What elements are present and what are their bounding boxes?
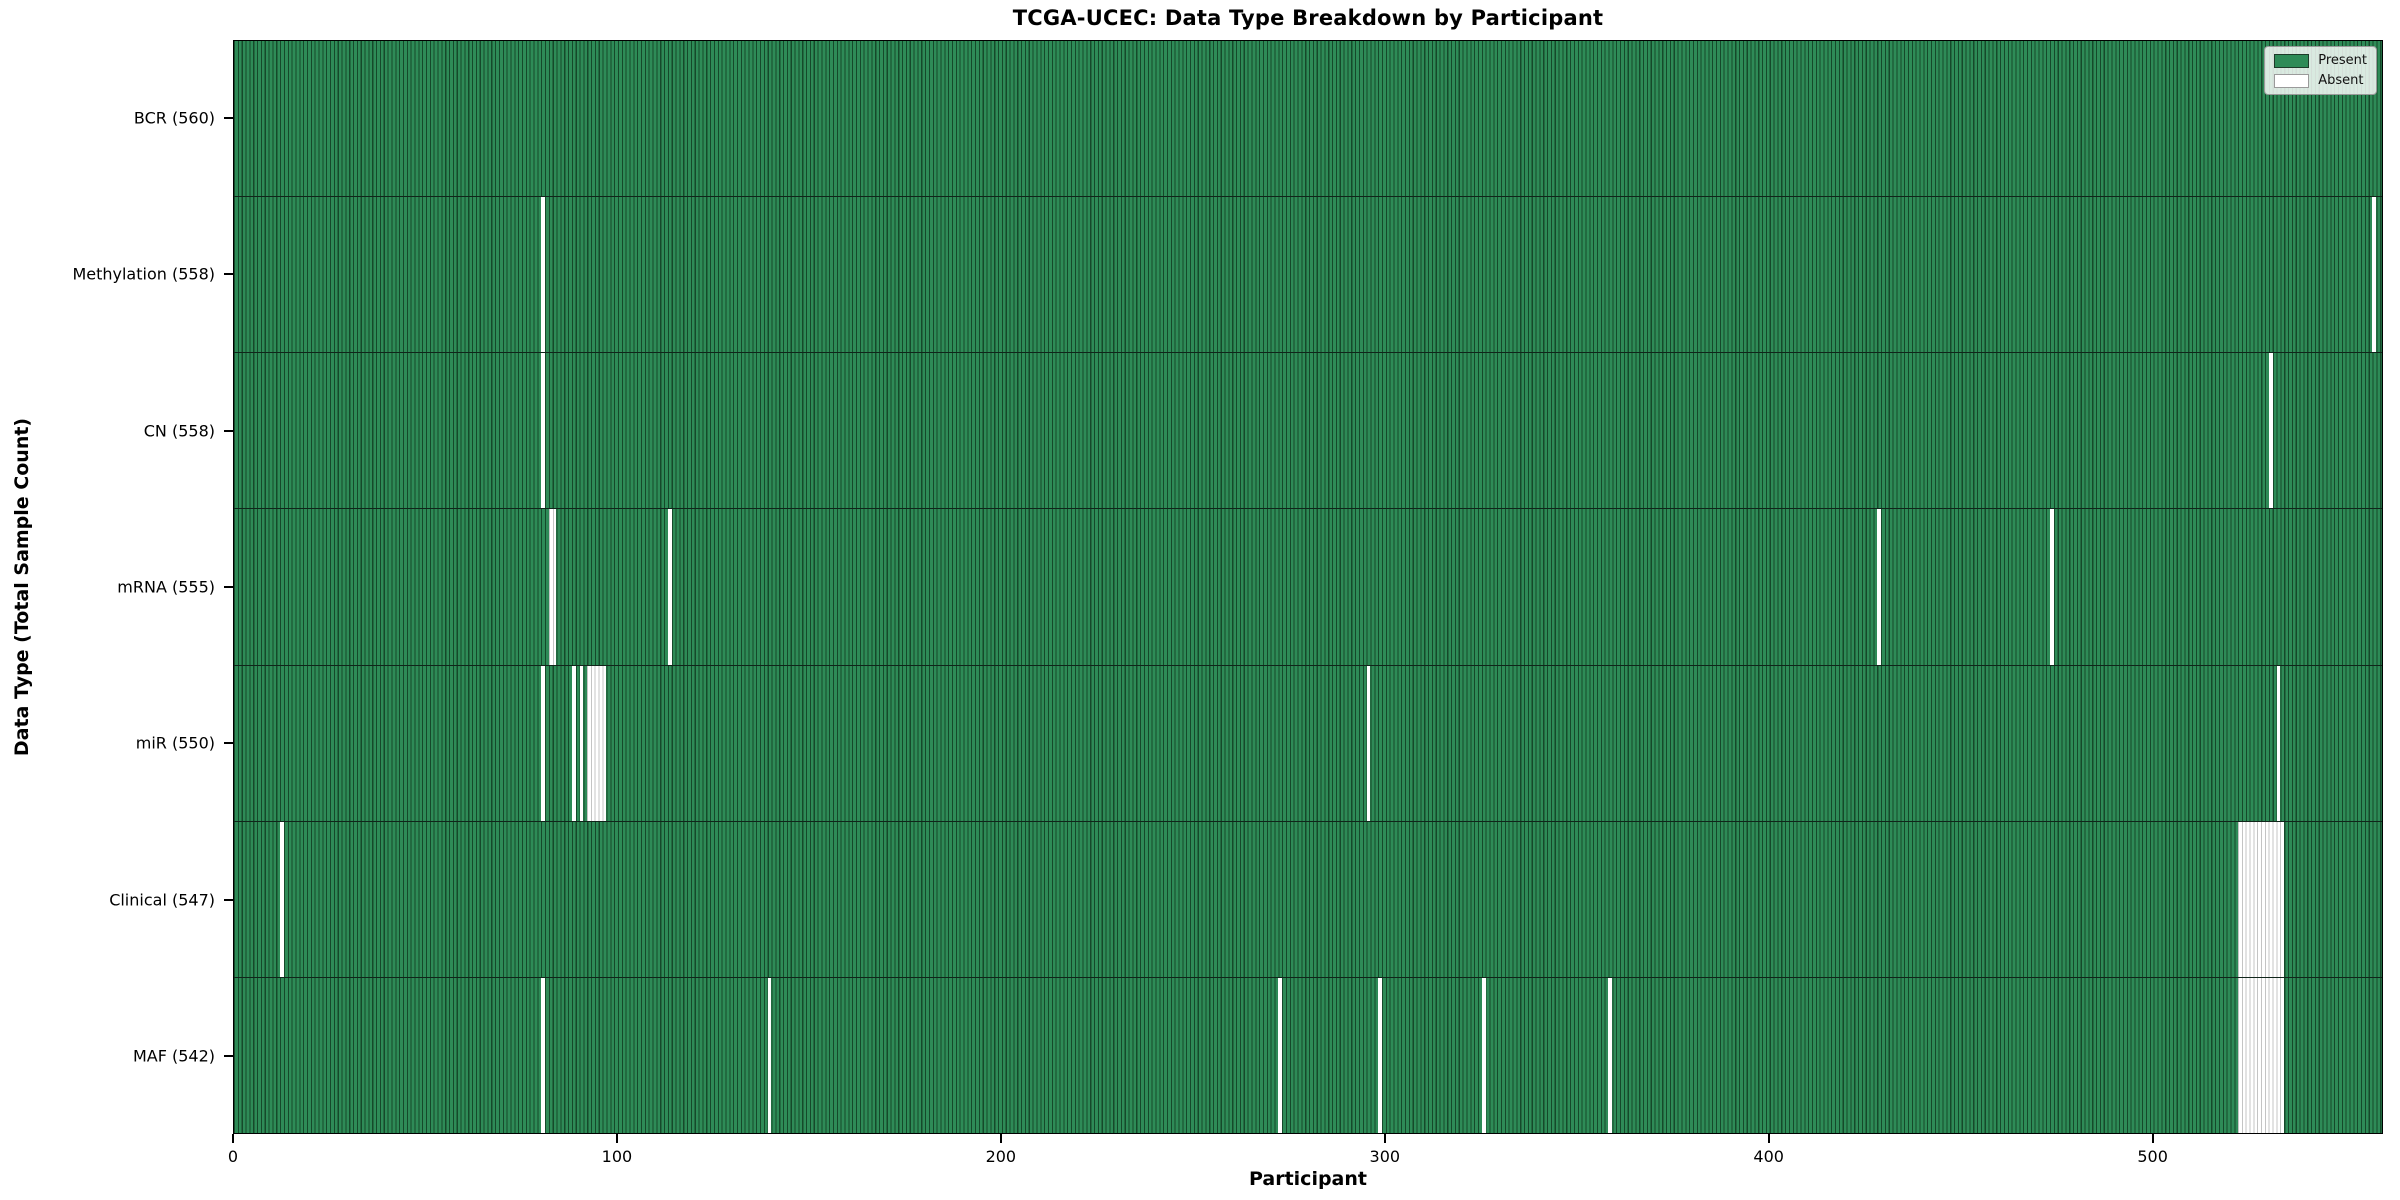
- legend-item-absent: Absent: [2274, 73, 2367, 88]
- x-tick-label: 500: [2137, 1147, 2168, 1166]
- x-tick-label: 200: [985, 1147, 1017, 1166]
- y-tick-label-miR: miR (550): [135, 733, 215, 753]
- row-Methylation: [234, 197, 2382, 354]
- absent-gap: [1608, 977, 1613, 1133]
- x-axis-label: Participant: [1248, 1168, 1367, 1190]
- y-tick-mark: [224, 742, 233, 745]
- absent-gap: [280, 821, 284, 977]
- absent-gap: [1278, 977, 1283, 1133]
- legend-item-present: Present: [2274, 53, 2367, 68]
- x-tick-label: 0: [227, 1147, 239, 1166]
- absent-gap: [571, 665, 576, 821]
- row-MAF: [234, 977, 2382, 1133]
- absent-gap: [1366, 665, 1371, 821]
- present-swatch-icon: [2274, 53, 2310, 68]
- y-tick-mark: [224, 898, 233, 901]
- y-tick-label-MAF: MAF (542): [132, 1046, 215, 1066]
- row-Clinical: [234, 821, 2382, 978]
- absent-gap: [2276, 665, 2281, 821]
- absent-gap: [548, 509, 557, 665]
- absent-swatch-icon: [2274, 73, 2310, 88]
- x-tick-mark: [1767, 1134, 1770, 1143]
- row-mRNA: [234, 509, 2382, 666]
- absent-gap: [541, 353, 545, 509]
- y-tick-mark: [224, 117, 233, 120]
- x-tick-label: 400: [1753, 1147, 1784, 1166]
- chart-title: TCGA-UCEC: Data Type Breakdown by Partic…: [1012, 6, 1604, 30]
- x-tick-mark: [615, 1134, 618, 1143]
- y-tick-mark: [224, 1054, 233, 1057]
- y-tick-label-mRNA: mRNA (555): [117, 577, 215, 597]
- row-BCR: [234, 41, 2382, 198]
- x-tick-label: 100: [601, 1147, 633, 1166]
- absent-gap: [1481, 977, 1486, 1133]
- absent-gap: [2049, 509, 2054, 665]
- absent-gap: [587, 665, 607, 821]
- absent-gap: [1877, 509, 1882, 665]
- legend-label-present: Present: [2318, 53, 2367, 68]
- x-tick-labels: 0 100 200 300 400 500: [228, 1134, 2383, 1194]
- row-miR: [234, 665, 2382, 822]
- x-tick-mark: [1383, 1134, 1386, 1143]
- legend: Present Absent: [2264, 46, 2377, 95]
- absent-gap: [1378, 977, 1382, 1133]
- x-tick-mark: [232, 1134, 234, 1143]
- y-tick-label-Clinical: Clinical (547): [109, 890, 215, 910]
- absent-gap: [2268, 353, 2273, 509]
- x-tick-label: 300: [1369, 1147, 1401, 1166]
- absent-gap: [767, 977, 772, 1133]
- absent-gap: [667, 509, 672, 665]
- x-tick-mark: [999, 1134, 1002, 1143]
- legend-label-absent: Absent: [2318, 73, 2364, 88]
- y-tick-marks: [224, 40, 233, 1134]
- row-CN: [234, 353, 2382, 510]
- x-tick-mark: [2151, 1134, 2154, 1143]
- y-tick-labels: BCR (560) Methylation (558) CN (558) mRNA (…: [0, 40, 223, 1134]
- absent-gap: [579, 665, 584, 821]
- y-tick-mark: [224, 586, 233, 588]
- y-tick-mark: [224, 273, 233, 276]
- absent-gap: [2238, 977, 2285, 1133]
- absent-gap: [541, 977, 545, 1133]
- absent-gap: [541, 665, 545, 821]
- absent-gap: [541, 197, 545, 353]
- absent-gap: [2372, 197, 2377, 353]
- absent-gap: [2238, 821, 2285, 977]
- y-tick-label-BCR: BCR (560): [133, 108, 215, 128]
- plot-area: Present Absent: [233, 40, 2383, 1134]
- y-tick-mark: [224, 429, 233, 432]
- y-tick-label-CN: CN (558): [143, 421, 215, 441]
- y-tick-label-Methylation: Methylation (558): [72, 264, 215, 284]
